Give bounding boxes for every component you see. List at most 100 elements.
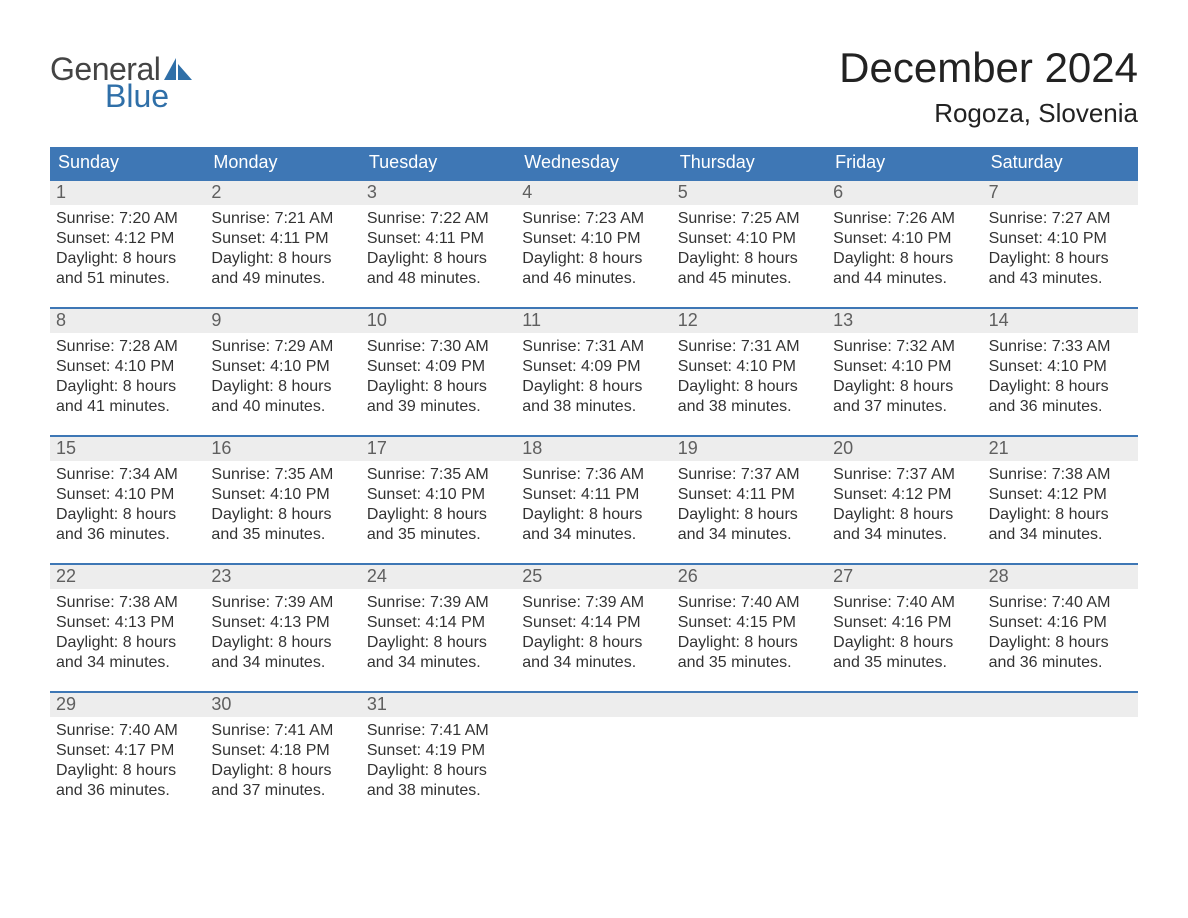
day-details: Sunrise: 7:40 AMSunset: 4:17 PMDaylight:… (50, 717, 205, 801)
day-details: Sunrise: 7:29 AMSunset: 4:10 PMDaylight:… (205, 333, 360, 417)
sunrise-text: Sunrise: 7:35 AM (367, 465, 510, 485)
calendar-day-cell (827, 693, 982, 801)
sunrise-text: Sunrise: 7:38 AM (56, 593, 199, 613)
day-number: 3 (361, 181, 516, 205)
sunrise-text: Sunrise: 7:28 AM (56, 337, 199, 357)
sunset-text: Sunset: 4:10 PM (56, 485, 199, 505)
day-number: 15 (50, 437, 205, 461)
daylight-text: and 36 minutes. (989, 397, 1132, 417)
sunrise-text: Sunrise: 7:34 AM (56, 465, 199, 485)
daylight-text: and 48 minutes. (367, 269, 510, 289)
day-number: 11 (516, 309, 671, 333)
calendar-day-cell: 10Sunrise: 7:30 AMSunset: 4:09 PMDayligh… (361, 309, 516, 417)
sunrise-text: Sunrise: 7:33 AM (989, 337, 1132, 357)
daylight-text: Daylight: 8 hours (522, 633, 665, 653)
sunset-text: Sunset: 4:18 PM (211, 741, 354, 761)
sunrise-text: Sunrise: 7:25 AM (678, 209, 821, 229)
daylight-text: and 35 minutes. (678, 653, 821, 673)
daylight-text: Daylight: 8 hours (367, 377, 510, 397)
day-details: Sunrise: 7:39 AMSunset: 4:14 PMDaylight:… (361, 589, 516, 673)
weekday-header: Friday (827, 147, 982, 179)
calendar-day-cell: 13Sunrise: 7:32 AMSunset: 4:10 PMDayligh… (827, 309, 982, 417)
sunrise-text: Sunrise: 7:37 AM (678, 465, 821, 485)
sunset-text: Sunset: 4:15 PM (678, 613, 821, 633)
day-number: 5 (672, 181, 827, 205)
daylight-text: Daylight: 8 hours (367, 633, 510, 653)
daylight-text: and 46 minutes. (522, 269, 665, 289)
day-details: Sunrise: 7:37 AMSunset: 4:12 PMDaylight:… (827, 461, 982, 545)
daylight-text: Daylight: 8 hours (211, 249, 354, 269)
sunset-text: Sunset: 4:10 PM (989, 229, 1132, 249)
daylight-text: Daylight: 8 hours (211, 505, 354, 525)
sunset-text: Sunset: 4:10 PM (211, 485, 354, 505)
day-details: Sunrise: 7:25 AMSunset: 4:10 PMDaylight:… (672, 205, 827, 289)
logo: General Blue (50, 55, 194, 111)
calendar-day-cell: 22Sunrise: 7:38 AMSunset: 4:13 PMDayligh… (50, 565, 205, 673)
day-details: Sunrise: 7:32 AMSunset: 4:10 PMDaylight:… (827, 333, 982, 417)
calendar-day-cell: 2Sunrise: 7:21 AMSunset: 4:11 PMDaylight… (205, 181, 360, 289)
daylight-text: Daylight: 8 hours (211, 377, 354, 397)
day-details: Sunrise: 7:40 AMSunset: 4:15 PMDaylight:… (672, 589, 827, 673)
day-number: 29 (50, 693, 205, 717)
calendar-day-cell: 24Sunrise: 7:39 AMSunset: 4:14 PMDayligh… (361, 565, 516, 673)
daylight-text: Daylight: 8 hours (989, 633, 1132, 653)
calendar-day-cell: 16Sunrise: 7:35 AMSunset: 4:10 PMDayligh… (205, 437, 360, 545)
day-details: Sunrise: 7:20 AMSunset: 4:12 PMDaylight:… (50, 205, 205, 289)
day-details: Sunrise: 7:23 AMSunset: 4:10 PMDaylight:… (516, 205, 671, 289)
sunset-text: Sunset: 4:10 PM (678, 229, 821, 249)
sunrise-text: Sunrise: 7:39 AM (211, 593, 354, 613)
daylight-text: and 34 minutes. (522, 653, 665, 673)
day-details: Sunrise: 7:38 AMSunset: 4:13 PMDaylight:… (50, 589, 205, 673)
day-number (672, 693, 827, 717)
sunrise-text: Sunrise: 7:20 AM (56, 209, 199, 229)
day-number: 31 (361, 693, 516, 717)
calendar-day-cell: 28Sunrise: 7:40 AMSunset: 4:16 PMDayligh… (983, 565, 1138, 673)
sunset-text: Sunset: 4:13 PM (211, 613, 354, 633)
sunset-text: Sunset: 4:12 PM (989, 485, 1132, 505)
sunrise-text: Sunrise: 7:40 AM (989, 593, 1132, 613)
logo-word-2: Blue (105, 82, 194, 111)
daylight-text: and 38 minutes. (367, 781, 510, 801)
daylight-text: and 35 minutes. (833, 653, 976, 673)
daylight-text: and 41 minutes. (56, 397, 199, 417)
calendar-day-cell: 27Sunrise: 7:40 AMSunset: 4:16 PMDayligh… (827, 565, 982, 673)
sunset-text: Sunset: 4:10 PM (211, 357, 354, 377)
sunset-text: Sunset: 4:11 PM (211, 229, 354, 249)
daylight-text: Daylight: 8 hours (367, 761, 510, 781)
weekday-header: Tuesday (361, 147, 516, 179)
daylight-text: and 36 minutes. (56, 525, 199, 545)
sunrise-text: Sunrise: 7:37 AM (833, 465, 976, 485)
calendar-day-cell: 6Sunrise: 7:26 AMSunset: 4:10 PMDaylight… (827, 181, 982, 289)
sunrise-text: Sunrise: 7:40 AM (678, 593, 821, 613)
calendar-week-row: 1Sunrise: 7:20 AMSunset: 4:12 PMDaylight… (50, 179, 1138, 289)
calendar-day-cell: 5Sunrise: 7:25 AMSunset: 4:10 PMDaylight… (672, 181, 827, 289)
calendar-week-row: 29Sunrise: 7:40 AMSunset: 4:17 PMDayligh… (50, 691, 1138, 801)
daylight-text: and 44 minutes. (833, 269, 976, 289)
sunset-text: Sunset: 4:19 PM (367, 741, 510, 761)
calendar-day-cell: 30Sunrise: 7:41 AMSunset: 4:18 PMDayligh… (205, 693, 360, 801)
calendar-day-cell: 7Sunrise: 7:27 AMSunset: 4:10 PMDaylight… (983, 181, 1138, 289)
day-details: Sunrise: 7:34 AMSunset: 4:10 PMDaylight:… (50, 461, 205, 545)
calendar-day-cell: 1Sunrise: 7:20 AMSunset: 4:12 PMDaylight… (50, 181, 205, 289)
sunrise-text: Sunrise: 7:36 AM (522, 465, 665, 485)
weekday-header: Monday (205, 147, 360, 179)
calendar-day-cell: 14Sunrise: 7:33 AMSunset: 4:10 PMDayligh… (983, 309, 1138, 417)
daylight-text: and 45 minutes. (678, 269, 821, 289)
daylight-text: and 37 minutes. (211, 781, 354, 801)
daylight-text: and 40 minutes. (211, 397, 354, 417)
daylight-text: Daylight: 8 hours (56, 377, 199, 397)
day-number: 30 (205, 693, 360, 717)
sunset-text: Sunset: 4:16 PM (833, 613, 976, 633)
calendar-day-cell: 31Sunrise: 7:41 AMSunset: 4:19 PMDayligh… (361, 693, 516, 801)
calendar-day-cell: 15Sunrise: 7:34 AMSunset: 4:10 PMDayligh… (50, 437, 205, 545)
weekday-header: Sunday (50, 147, 205, 179)
sunrise-text: Sunrise: 7:40 AM (56, 721, 199, 741)
day-details: Sunrise: 7:40 AMSunset: 4:16 PMDaylight:… (827, 589, 982, 673)
calendar-day-cell: 17Sunrise: 7:35 AMSunset: 4:10 PMDayligh… (361, 437, 516, 545)
day-number: 23 (205, 565, 360, 589)
day-details: Sunrise: 7:38 AMSunset: 4:12 PMDaylight:… (983, 461, 1138, 545)
sunset-text: Sunset: 4:10 PM (522, 229, 665, 249)
day-details: Sunrise: 7:41 AMSunset: 4:18 PMDaylight:… (205, 717, 360, 801)
day-number: 18 (516, 437, 671, 461)
sunrise-text: Sunrise: 7:39 AM (367, 593, 510, 613)
